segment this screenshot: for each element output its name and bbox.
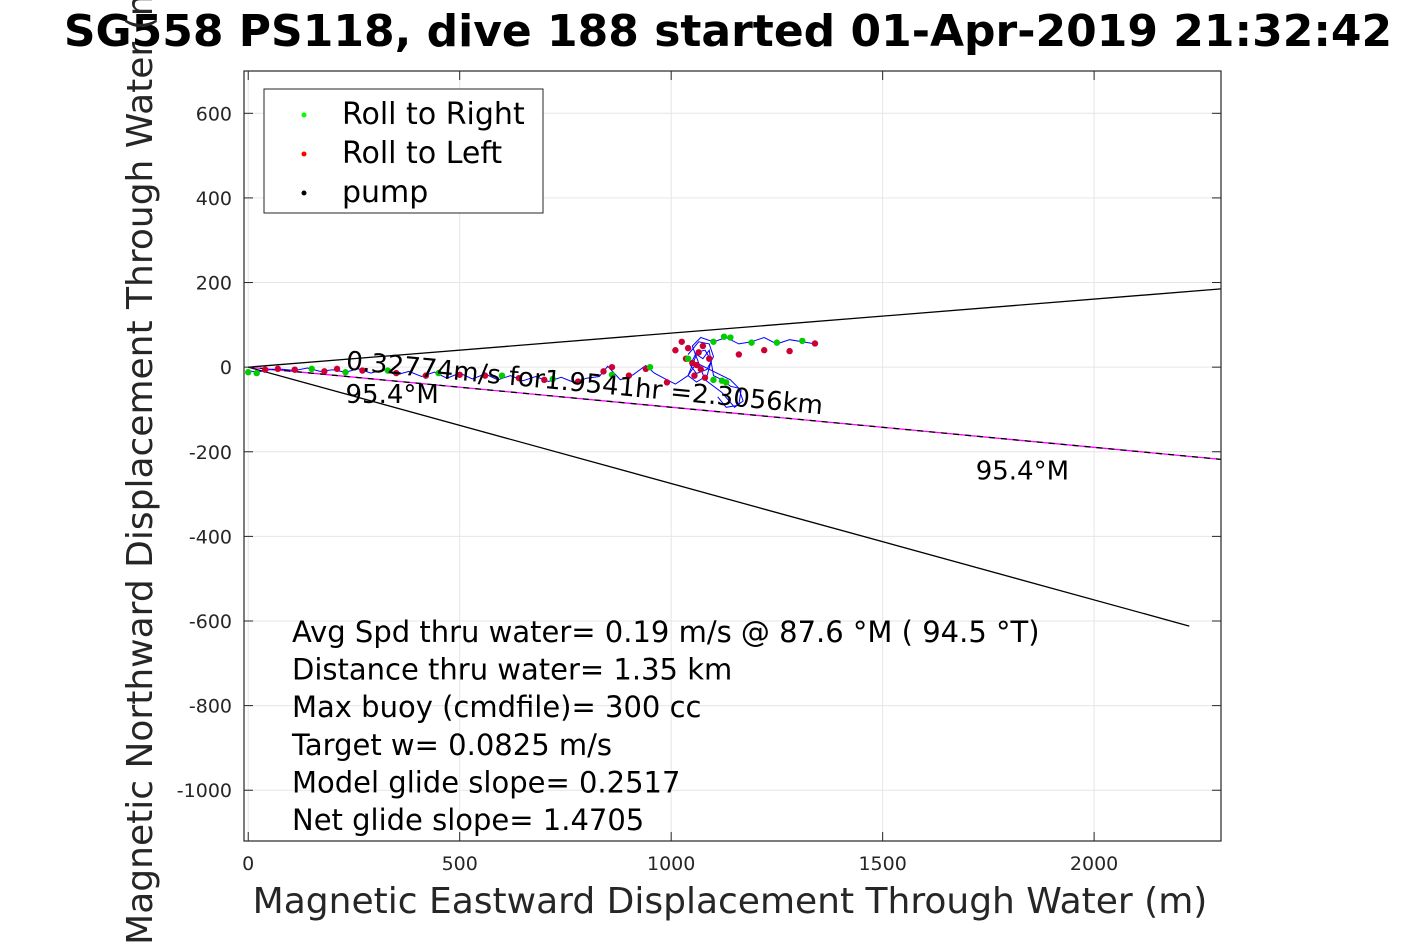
stat-line: Avg Spd thru water= 0.19 m/s @ 87.6 °M (… [292, 615, 1040, 649]
chart-title: SG558 PS118, dive 188 started 01-Apr-201… [64, 6, 1392, 57]
roll-left-point [699, 342, 707, 350]
roll-left-point [608, 363, 616, 371]
x-tick-label: 0 [242, 853, 254, 875]
y-tick-label: -800 [189, 696, 232, 718]
y-tick-label: -600 [189, 611, 232, 633]
blue-track [248, 336, 816, 408]
roll-right-point [727, 334, 734, 341]
x-tick-label: 1500 [858, 853, 906, 875]
legend-entry: pump [342, 175, 428, 210]
y-axis-label: Magnetic Northward Displacement Through … [120, 0, 161, 945]
y-tick-label: 200 [196, 273, 232, 295]
roll-right-point [245, 369, 252, 376]
y-tick-label: 0 [220, 357, 232, 379]
roll-left-point [672, 347, 679, 354]
roll-right-point [646, 363, 654, 371]
roll-right-point [710, 376, 717, 384]
stat-line: Distance thru water= 1.35 km [292, 653, 732, 687]
stat-line: Model glide slope= 0.2517 [292, 765, 680, 799]
roll-left-point [261, 366, 269, 373]
roll-left-point [600, 368, 607, 375]
roll-left-point [274, 365, 282, 373]
roll-left-point [684, 344, 692, 352]
legend-marker [301, 112, 307, 118]
axis-ticks: 0 500 1000 1500 20006004002000-200-400-600-8… [177, 71, 1221, 875]
roll-left-point [515, 374, 523, 382]
roll-left-point [541, 376, 548, 384]
roll-left-point [393, 369, 400, 377]
roll-right-point [710, 338, 717, 345]
roll-right-point [684, 355, 692, 362]
legend-entry: Roll to Left [342, 136, 502, 171]
x-tick-label: 2000 [1070, 853, 1118, 875]
roll-right-point [720, 333, 728, 340]
roll-left-point [333, 365, 341, 373]
roll-left-point [735, 351, 743, 358]
roll-left-point [695, 349, 702, 356]
roll-left-point [678, 338, 685, 345]
roll-right-point [748, 339, 755, 346]
y-tick-label: -200 [189, 442, 232, 464]
roll-markers [245, 333, 819, 386]
stat-line: Net glide slope= 1.4705 [292, 803, 644, 837]
roll-right-point [773, 339, 781, 346]
roll-left-point [786, 347, 793, 355]
legend-marker [301, 190, 307, 196]
heading-annotation: 95.4°M [976, 456, 1069, 486]
legend-marker [301, 151, 307, 157]
reference-lines [248, 288, 1222, 627]
roll-left-point [761, 347, 768, 354]
roll-right-point [342, 369, 349, 376]
roll-right-point [253, 369, 260, 377]
roll-right-point [549, 375, 556, 383]
y-tick-label: 600 [196, 103, 232, 125]
y-tick-label: -400 [189, 526, 232, 548]
roll-left-point [574, 378, 582, 385]
roll-right-point [384, 367, 392, 374]
roll-right-point [498, 372, 506, 379]
roll-left-point [691, 372, 698, 379]
plot-frame [243, 70, 1222, 842]
roll-right-point [722, 379, 730, 386]
roll-right-point [799, 337, 806, 345]
roll-left-point [663, 379, 671, 386]
roll-right-point [435, 369, 442, 377]
stat-line: Target w= 0.0825 m/s [291, 728, 612, 762]
reference-line [248, 366, 1222, 461]
reference-line [248, 366, 1190, 627]
roll-right-point [308, 365, 315, 373]
roll-left-point [422, 372, 430, 379]
roll-left-point [701, 374, 709, 381]
x-tick-label: 1000 [647, 853, 695, 875]
roll-left-point [321, 368, 328, 375]
stat-line: Max buoy (cmdfile)= 300 cc [292, 690, 701, 724]
roll-left-point [291, 366, 298, 373]
roll-left-point [359, 367, 366, 374]
y-tick-label: -1000 [177, 780, 232, 802]
heading-annotation: 95.4°M [346, 380, 439, 410]
roll-right-point [608, 371, 616, 378]
x-tick-label: 500 [442, 853, 478, 875]
roll-left-point [697, 366, 704, 373]
roll-left-point [456, 371, 463, 378]
roll-left-point [706, 355, 713, 362]
reference-line [248, 288, 1222, 368]
roll-left-point [625, 372, 633, 379]
legend: Roll to Right Roll to Left pump [263, 88, 544, 214]
legend-entry: Roll to Right [342, 97, 525, 132]
roll-left-point [481, 372, 489, 379]
y-tick-label: 400 [196, 188, 232, 210]
grid [244, 71, 1221, 841]
x-axis-label: Magnetic Eastward Displacement Through W… [253, 881, 1208, 922]
roll-left-point [811, 340, 819, 347]
legend-box [263, 88, 544, 214]
roll-left-point [693, 361, 700, 369]
dive-statistics: Avg Spd thru water= 0.19 m/s @ 87.6 °M (… [291, 615, 1040, 837]
